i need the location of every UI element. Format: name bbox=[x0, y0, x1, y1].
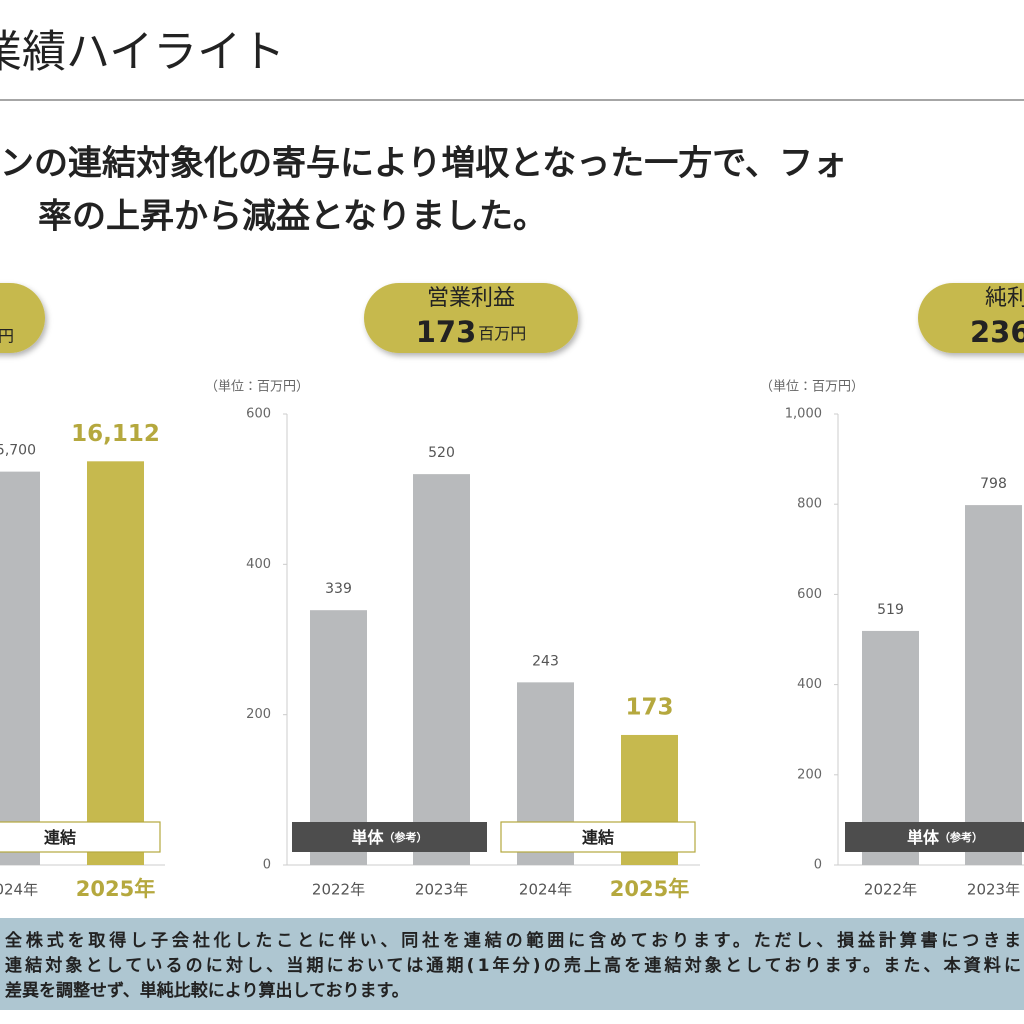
y-tick-label: 200 bbox=[246, 707, 271, 722]
value: 173 bbox=[416, 315, 477, 349]
y-tick-label: 600 bbox=[246, 407, 271, 422]
segment-note: （参考） bbox=[384, 830, 428, 844]
footnote-box bbox=[0, 918, 1024, 1010]
title-pill bbox=[364, 283, 578, 353]
x-tick-label: 2023年 bbox=[967, 881, 1020, 899]
unit: 百万円 bbox=[478, 324, 526, 343]
y-tick-label: 1,000 bbox=[785, 407, 822, 422]
segment-note: （参考） bbox=[939, 830, 983, 844]
value-label: 16,112 bbox=[71, 421, 160, 447]
footnote: 連結対象としているのに対し、当期においては通期(1年分)の売上高を連結対象として… bbox=[5, 955, 1021, 976]
y-tick-label: 0 bbox=[263, 858, 271, 873]
y-tick-label: 0 bbox=[814, 858, 822, 873]
segment-name: 連結 bbox=[44, 828, 76, 847]
segment-name: 単体 bbox=[351, 828, 384, 847]
segment-label: 連結 bbox=[582, 828, 614, 847]
value-label: 339 bbox=[325, 581, 352, 597]
x-tick-label: 2024年 bbox=[519, 881, 572, 899]
segment-name: 単体 bbox=[907, 828, 940, 847]
y-tick-label: 600 bbox=[797, 587, 822, 602]
x-tick-label: 2023年 bbox=[415, 881, 468, 899]
x-tick-label: 2025年 bbox=[610, 877, 689, 901]
y-tick-label: 200 bbox=[797, 767, 822, 782]
headline: 率の上昇から減益となりました。 bbox=[38, 197, 547, 237]
segment-box bbox=[0, 821, 161, 853]
x-tick-label: 2022年 bbox=[312, 881, 365, 899]
chart-title: 営業利益 bbox=[427, 286, 515, 311]
segment-box bbox=[500, 821, 696, 853]
chart-title: 純利益 bbox=[985, 286, 1024, 311]
value-label: 520 bbox=[428, 445, 455, 461]
segment-name: 連結 bbox=[582, 828, 614, 847]
headline-value: 173 百万円 bbox=[416, 315, 527, 349]
segment-box bbox=[292, 822, 487, 852]
footnote: 差異を調整せず、単純比較により算出しております。 bbox=[5, 980, 409, 1001]
segment-label: 連結 bbox=[44, 828, 76, 847]
x-tick-label: 2024年 bbox=[0, 881, 38, 899]
segment-box bbox=[845, 822, 1024, 852]
value-label: 173 bbox=[625, 694, 673, 720]
title-pill bbox=[0, 283, 45, 353]
x-tick-label: 2025年 bbox=[76, 877, 155, 901]
unit-note: （単位：百万円） bbox=[205, 379, 309, 395]
segment-label: 単体（参考） bbox=[907, 828, 983, 847]
y-tick-label: 400 bbox=[246, 557, 271, 572]
bar bbox=[413, 474, 470, 865]
page-title: 業績ハイライト bbox=[0, 27, 285, 78]
value: 236 bbox=[970, 315, 1024, 349]
value-label: 519 bbox=[877, 602, 904, 618]
y-tick-label: 800 bbox=[797, 497, 822, 512]
segment-label: 単体（参考） bbox=[351, 828, 427, 847]
title-pill bbox=[918, 283, 1024, 353]
x-tick-label: 2022年 bbox=[864, 881, 917, 899]
bar bbox=[0, 471, 40, 865]
headline-value: 236百万円 bbox=[970, 315, 1024, 349]
unit-note: （単位：百万円） bbox=[760, 379, 864, 395]
value-label: 798 bbox=[980, 476, 1007, 492]
headline: ンの連結対象化の寄与により増収となった一方で、フォ bbox=[0, 144, 847, 184]
footnote: 全株式を取得し子会社化したことに伴い、同社を連結の範囲に含めております。ただし、… bbox=[5, 930, 1021, 951]
value-label: 243 bbox=[532, 653, 559, 669]
bar bbox=[965, 505, 1022, 865]
y-tick-label: 400 bbox=[797, 677, 822, 692]
unit: 百万円 bbox=[0, 327, 14, 346]
value-label: 15,700 bbox=[0, 443, 36, 459]
bar bbox=[87, 461, 144, 865]
